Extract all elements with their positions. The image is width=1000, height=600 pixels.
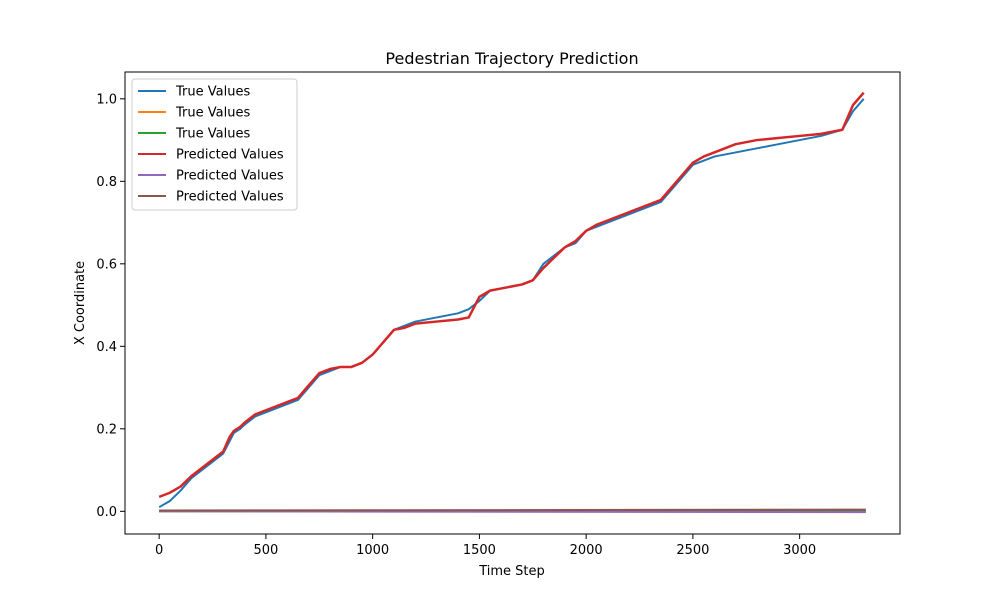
legend: True Values True Values True Values Predict… [131,78,298,211]
legend-label: True Values [175,106,250,121]
legend-label: Predicted Values [176,169,284,184]
x-axis-label: Time Step [478,564,545,579]
x-tick-label: 500 [253,543,278,558]
series-line-5 [159,508,866,512]
x-tick-label: 0 [155,543,163,558]
series-line-4 [159,510,866,514]
x-tick-label: 2000 [570,543,603,558]
y-tick-label: 0.6 [96,257,117,272]
y-axis: 0.0 0.2 0.4 0.6 0.8 1.0 [96,92,125,520]
x-axis: 0 500 1000 1500 2000 2500 3000 [155,534,816,558]
legend-box [131,78,298,211]
x-tick-label: 2500 [676,543,709,558]
x-tick-label: 1000 [356,543,389,558]
x-tick-label: 3000 [783,543,816,558]
legend-label: Predicted Values [176,148,284,163]
x-tick-label: 1500 [463,543,496,558]
legend-label: True Values [175,127,250,142]
y-tick-label: 0.0 [96,505,117,520]
y-axis-label: X Coordinate [73,261,88,345]
series-line-0 [158,98,865,509]
series-line-3 [158,91,865,499]
y-tick-label: 0.2 [96,422,117,437]
y-tick-label: 1.0 [96,92,117,107]
series-layer [158,91,866,514]
plot-frame [124,71,901,535]
legend-label: True Values [175,85,250,100]
legend-label: Predicted Values [176,190,284,205]
y-tick-label: 0.4 [96,340,117,355]
chart-title: Pedestrian Trajectory Prediction [385,49,638,68]
y-tick-label: 0.8 [96,175,117,190]
